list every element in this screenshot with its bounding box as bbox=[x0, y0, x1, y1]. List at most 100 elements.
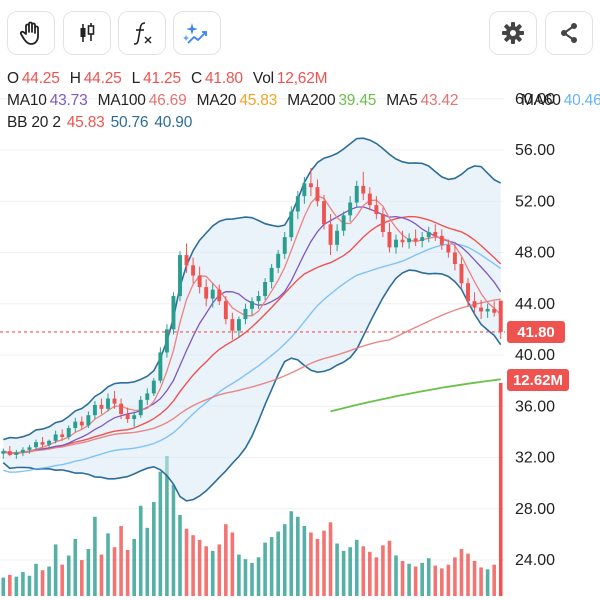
candle-body bbox=[315, 187, 320, 202]
volume-bar bbox=[498, 383, 503, 596]
candle-body bbox=[47, 440, 52, 445]
volume-bar bbox=[34, 563, 38, 596]
hand-icon bbox=[19, 21, 39, 45]
last-price-tag: 41.80 bbox=[507, 321, 565, 343]
stock-chart[interactable]: 60.00 56.00 52.00 48.00 44.00 40.00 36.00 32.00… bbox=[0, 63, 600, 600]
candle-body bbox=[7, 451, 12, 455]
candlestick-style-button[interactable] bbox=[63, 11, 111, 55]
candle-body bbox=[498, 300, 503, 332]
volume-bar bbox=[453, 557, 457, 596]
hand-tool-button[interactable] bbox=[7, 11, 55, 55]
candle-body bbox=[125, 413, 130, 420]
candle-body bbox=[92, 404, 97, 416]
candle-body bbox=[243, 308, 248, 320]
candlestick-icon bbox=[80, 23, 95, 42]
ma100-line bbox=[3, 298, 501, 455]
candle-body bbox=[263, 281, 268, 297]
volume-bar bbox=[282, 524, 287, 596]
y-tick-label: 28.00 bbox=[515, 501, 555, 518]
bb-middle-value: 50.76 bbox=[110, 114, 149, 131]
price-chart-canvas[interactable]: 60.00 56.00 52.00 48.00 44.00 40.00 36.00 32.00… bbox=[0, 63, 600, 600]
candle-body bbox=[1, 451, 6, 454]
candle-body bbox=[322, 201, 326, 225]
ma-legend: MA10 43.73 MA100 46.69 MA20 45.83 MA200 39.4… bbox=[7, 92, 464, 110]
volume-bar bbox=[73, 538, 78, 596]
volume-bar bbox=[27, 575, 32, 596]
volume-bar bbox=[387, 540, 392, 596]
y-tick-label: 52.00 bbox=[515, 193, 555, 210]
candle-body bbox=[380, 214, 385, 232]
ma100-label: MA100 bbox=[97, 92, 146, 109]
candle-body bbox=[178, 255, 182, 297]
candle-body bbox=[269, 267, 274, 282]
volume-bar bbox=[374, 557, 379, 596]
candle-body bbox=[256, 296, 261, 302]
volume-bar bbox=[256, 557, 261, 596]
volume-bar bbox=[106, 533, 110, 596]
bollinger-upper-line bbox=[3, 137, 502, 441]
volume-bar bbox=[86, 549, 91, 596]
volume-bar bbox=[446, 564, 451, 596]
ma60-value: 40.46 bbox=[563, 92, 600, 109]
candle-body bbox=[400, 239, 405, 243]
ma200-label: MA200 bbox=[287, 92, 336, 109]
volume-bar bbox=[132, 538, 136, 596]
y-tick-label: 36.00 bbox=[515, 398, 555, 415]
volume-bar bbox=[335, 543, 339, 596]
candle-body bbox=[374, 205, 379, 215]
ma5-line bbox=[3, 195, 502, 454]
volume-bar bbox=[394, 555, 398, 596]
share-button[interactable] bbox=[545, 11, 593, 55]
volume-bar bbox=[269, 537, 274, 596]
volume-bar bbox=[80, 560, 84, 596]
candle-body bbox=[34, 442, 38, 448]
volume-bar bbox=[440, 568, 444, 596]
candle-body bbox=[197, 275, 202, 288]
candle-body bbox=[27, 447, 32, 450]
volume-bar bbox=[348, 547, 352, 596]
candle-body bbox=[236, 319, 241, 331]
candle-body bbox=[60, 434, 65, 437]
candle-body bbox=[472, 301, 477, 308]
y-tick-label: 60.00 bbox=[515, 91, 555, 108]
candle-body bbox=[230, 319, 235, 331]
volume-bar bbox=[302, 526, 307, 596]
ma20-value: 45.83 bbox=[239, 92, 278, 109]
volume-bar bbox=[263, 542, 267, 596]
bb-label: BB 20 2 bbox=[7, 114, 61, 131]
open-label: O bbox=[7, 70, 19, 87]
candle-body bbox=[99, 404, 104, 409]
candle-body bbox=[420, 237, 425, 241]
volume-bar bbox=[400, 561, 405, 596]
volume-bar bbox=[184, 528, 189, 596]
y-tick-label: 24.00 bbox=[515, 552, 555, 569]
candle-body bbox=[53, 434, 58, 441]
close-label: C bbox=[191, 70, 202, 87]
candle-body bbox=[184, 255, 189, 266]
ai-analysis-button[interactable] bbox=[173, 11, 221, 55]
ma10-label: MA10 bbox=[7, 92, 47, 109]
candle-body bbox=[394, 239, 398, 248]
y-tick-label: 32.00 bbox=[515, 450, 555, 467]
settings-button[interactable] bbox=[489, 11, 537, 55]
ohlc-legend: O 44.25 H 44.25 L 41.25 C 41.80 Vol 12,62M bbox=[7, 70, 333, 88]
high-label: H bbox=[69, 70, 81, 87]
candle-body bbox=[217, 289, 222, 302]
volume-bar bbox=[178, 514, 182, 596]
volume-bar bbox=[472, 561, 477, 596]
candle-body bbox=[485, 308, 490, 312]
volume-bar bbox=[354, 539, 359, 596]
open-value: 44.25 bbox=[21, 70, 60, 87]
share-icon bbox=[561, 23, 577, 43]
y-tick-label: 44.00 bbox=[515, 296, 555, 313]
candle-body bbox=[348, 202, 353, 216]
candle-body bbox=[164, 329, 169, 353]
volume-bar bbox=[210, 550, 215, 596]
close-value: 41.80 bbox=[205, 70, 243, 87]
candle-body bbox=[492, 308, 497, 313]
candle-body bbox=[341, 215, 346, 231]
candle-body bbox=[282, 237, 287, 254]
candle-body bbox=[452, 252, 457, 265]
volume-bar bbox=[276, 531, 280, 596]
indicators-button[interactable] bbox=[118, 11, 166, 55]
